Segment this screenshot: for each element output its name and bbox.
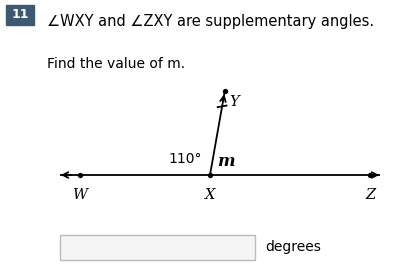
Text: Find the value of m.: Find the value of m. — [47, 57, 185, 71]
Text: ∠WXY and ∠ZXY are supplementary angles.: ∠WXY and ∠ZXY are supplementary angles. — [47, 14, 374, 29]
Text: W: W — [72, 188, 88, 202]
FancyBboxPatch shape — [6, 5, 34, 25]
Text: m: m — [217, 153, 235, 170]
Text: Y: Y — [230, 95, 239, 109]
Text: X: X — [205, 188, 215, 202]
FancyBboxPatch shape — [60, 235, 255, 260]
Text: Z: Z — [365, 188, 375, 202]
Text: degrees: degrees — [265, 240, 321, 254]
Text: 110°: 110° — [168, 152, 202, 166]
Text: 11: 11 — [11, 8, 29, 21]
